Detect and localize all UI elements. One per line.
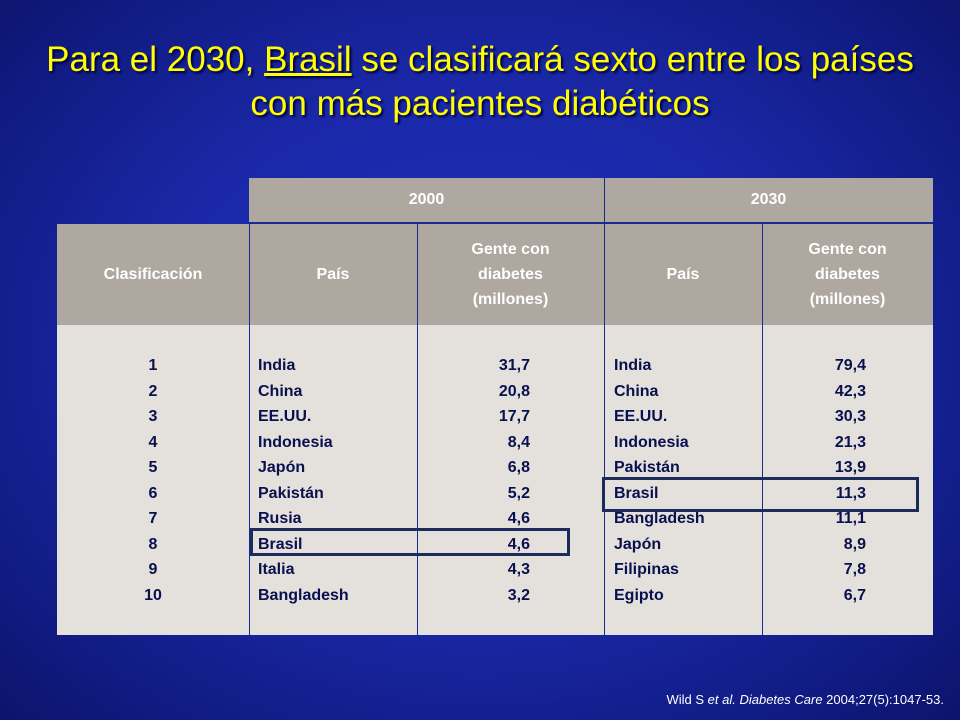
country-2030-cell: Filipinas — [614, 561, 679, 578]
country-2030-cell: EE.UU. — [614, 408, 668, 425]
table-body — [57, 325, 933, 635]
header-people-2030: Gente con diabetes (millones) — [762, 224, 933, 325]
source-citation: Wild S et al. Diabetes Care 2004;27(5):1… — [666, 692, 944, 707]
grid-line — [249, 222, 933, 224]
country-2000-cell: EE.UU. — [258, 408, 312, 425]
people-2000-cell: 17,7 — [498, 408, 530, 425]
grid-line — [417, 224, 418, 635]
rank-cell: 8 — [148, 535, 158, 553]
slide-title: Para el 2030, Brasil se clasificará sext… — [20, 38, 940, 126]
people-2030-cell: 79,4 — [834, 357, 866, 374]
people-2030-cell: 8,9 — [843, 535, 866, 553]
year-2000-header: 2000 — [249, 178, 604, 222]
people-2030-cell: 21,3 — [834, 433, 866, 451]
people-2030-cell: 13,9 — [834, 459, 866, 476]
country-2030-cell: Brasil — [614, 484, 659, 502]
highlight-brasil-2030 — [602, 477, 919, 512]
rank-cell: 3 — [148, 408, 158, 425]
header-country-2000: País — [249, 224, 417, 325]
country-2000-cell: Japón — [258, 459, 306, 476]
country-2030-cell: Bangladesh — [614, 510, 705, 527]
country-2000-cell: Italia — [258, 561, 295, 578]
title-part1: Para el 2030, — [46, 40, 265, 79]
people-2000-cell: 4,3 — [507, 561, 530, 578]
people-2030-cell: 11,3 — [835, 484, 866, 502]
people-2000-cell: 4,6 — [507, 535, 530, 553]
people-2000-column: 31,7 20,8 17,7 8,4 6,8 5,2 4,6 4,6 4,3 3,2 — [440, 353, 530, 608]
people-2030-cell: 11,1 — [835, 510, 866, 527]
country-2030-cell: Egipto — [614, 586, 664, 604]
people-2000-cell: 6,8 — [507, 459, 530, 476]
rank-cell: 5 — [148, 459, 158, 476]
country-2030-column: India China EE.UU. Indonesia Pakistán Brasil B… — [614, 353, 754, 608]
people-2030-cell: 7,8 — [843, 561, 866, 578]
country-2000-cell: Indonesia — [258, 433, 333, 451]
country-2000-cell: Brasil — [258, 535, 303, 553]
people-2030-column: 79,4 42,3 30,3 21,3 13,9 11,3 11,1 8,9 7,8 6,7 — [780, 353, 866, 608]
people-2030-cell: 30,3 — [834, 408, 866, 425]
grid-line — [762, 224, 763, 635]
header-people-2000: Gente con diabetes (millones) — [417, 224, 604, 325]
grid-line — [249, 224, 250, 635]
country-2030-cell: China — [614, 382, 659, 400]
rank-cell: 10 — [144, 586, 162, 604]
source-etal: et al. — [707, 692, 736, 707]
country-2030-cell: Japón — [614, 535, 662, 553]
people-2000-cell: 4,6 — [507, 510, 530, 527]
title-highlight: Brasil — [264, 40, 352, 79]
grid-line — [604, 178, 605, 635]
country-2000-cell: China — [258, 382, 303, 400]
country-2030-cell: Pakistán — [614, 459, 680, 476]
country-2000-cell: Pakistán — [258, 484, 324, 502]
country-2000-column: India China EE.UU. Indonesia Japón Pakistán Ru… — [258, 353, 408, 608]
source-authors: Wild S — [666, 692, 708, 707]
people-2030-cell: 6,7 — [843, 586, 866, 604]
highlight-brasil-2000 — [250, 528, 570, 556]
people-2000-cell: 5,2 — [507, 484, 530, 502]
people-2030-cell: 42,3 — [834, 382, 866, 400]
rank-cell: 4 — [148, 433, 158, 451]
source-details: 2004;27(5):1047-53. — [822, 692, 944, 707]
header-country-2030: País — [604, 224, 762, 325]
rank-cell: 9 — [148, 561, 158, 578]
rank-cell: 1 — [148, 357, 158, 374]
rank-cell: 6 — [148, 484, 158, 502]
rank-column: 1 2 3 4 5 6 7 8 9 10 — [57, 353, 249, 608]
title-part2: se clasificará sexto entre los países co… — [250, 40, 914, 123]
year-2030-header: 2030 — [604, 178, 933, 222]
source-journal: Diabetes Care — [739, 692, 823, 707]
country-2030-cell: India — [614, 357, 652, 374]
country-2030-cell: Indonesia — [614, 433, 689, 451]
people-2000-cell: 31,7 — [498, 357, 530, 374]
people-2000-cell: 20,8 — [498, 382, 530, 400]
rank-cell: 2 — [148, 382, 158, 400]
country-2000-cell: Bangladesh — [258, 586, 349, 604]
people-2000-cell: 8,4 — [507, 433, 530, 451]
country-2000-cell: India — [258, 357, 296, 374]
people-2000-cell: 3,2 — [507, 586, 530, 604]
country-2000-cell: Rusia — [258, 510, 302, 527]
header-rank: Clasificación — [57, 224, 249, 325]
rank-cell: 7 — [148, 510, 158, 527]
